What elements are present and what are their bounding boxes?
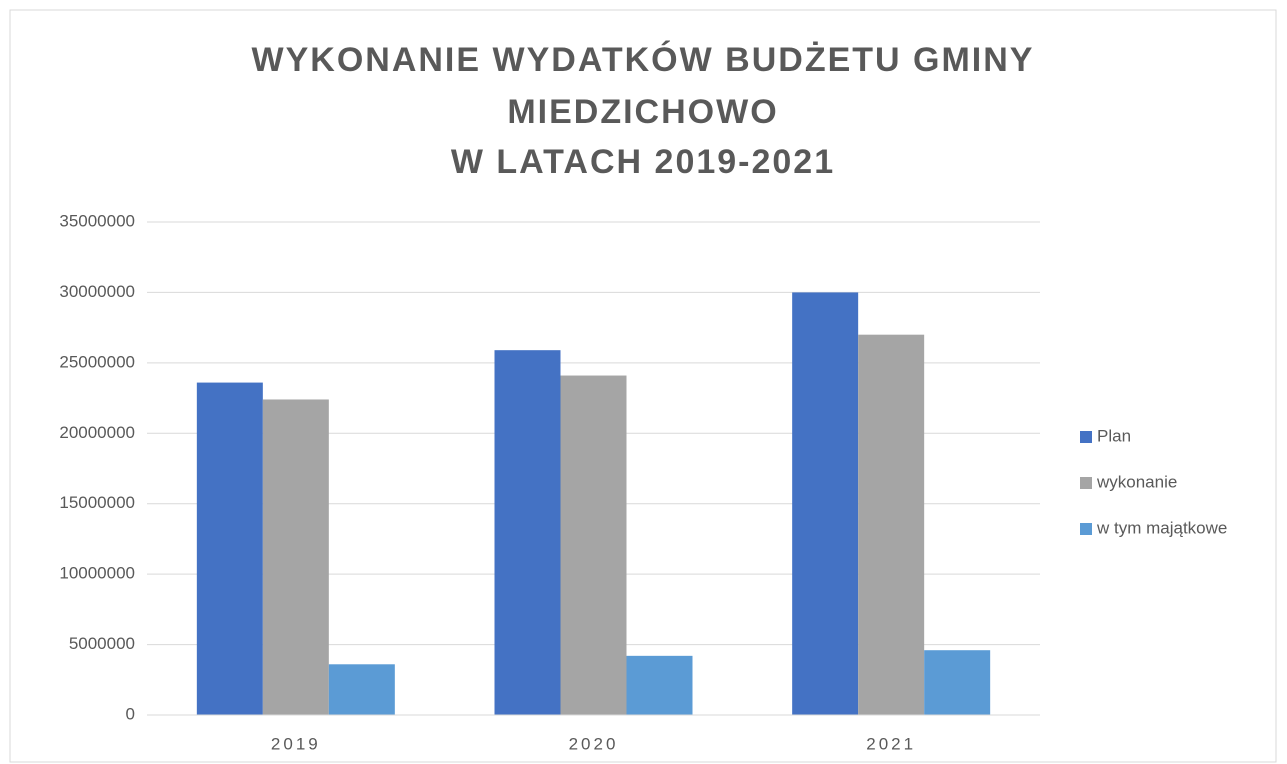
legend-label: wykonanie	[1096, 472, 1177, 491]
chart-title: W LATACH 2019-2021	[451, 143, 835, 181]
x-tick-label: 2019	[271, 734, 321, 753]
chart-title: WYKONANIE WYDATKÓW BUDŻETU GMINY	[252, 41, 1035, 79]
y-tick-label: 5000000	[69, 634, 135, 653]
y-tick-label: 10000000	[59, 564, 135, 583]
y-tick-label: 15000000	[59, 493, 135, 512]
y-tick-label: 35000000	[59, 211, 135, 230]
legend-swatch	[1080, 431, 1092, 443]
y-tick-label: 30000000	[59, 282, 135, 301]
bar	[924, 650, 991, 715]
y-tick-label: 25000000	[59, 352, 135, 371]
legend-label: Plan	[1097, 426, 1131, 445]
chart-title: MIEDZICHOWO	[507, 93, 778, 131]
bar	[858, 334, 925, 715]
bar	[494, 350, 561, 715]
bar	[626, 655, 693, 715]
bar	[262, 399, 329, 715]
bar	[792, 292, 859, 715]
legend-swatch	[1080, 477, 1092, 489]
x-tick-label: 2021	[866, 734, 916, 753]
legend-swatch	[1080, 523, 1092, 535]
bar	[196, 382, 263, 715]
legend-label: w tym majątkowe	[1096, 518, 1227, 537]
x-tick-label: 2020	[569, 734, 619, 753]
y-tick-label: 0	[126, 704, 135, 723]
bar	[328, 664, 395, 715]
bar	[560, 375, 627, 715]
y-tick-label: 20000000	[59, 423, 135, 442]
